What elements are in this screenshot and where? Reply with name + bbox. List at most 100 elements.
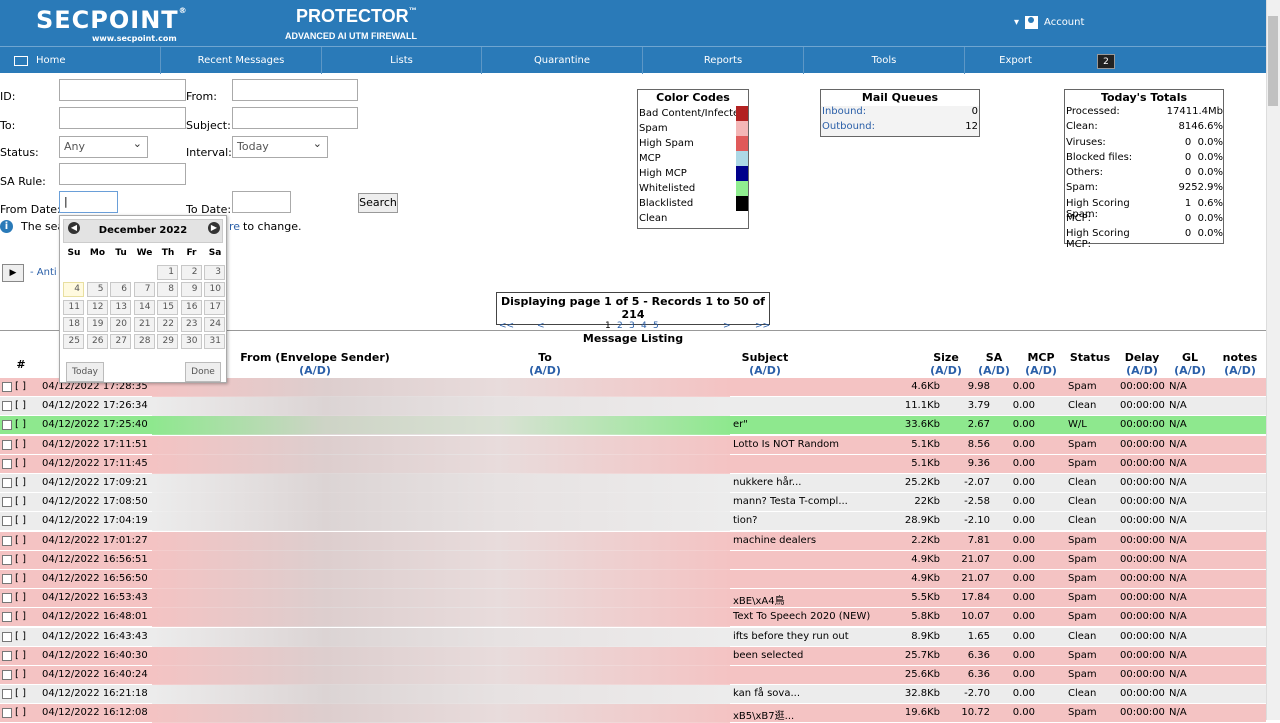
table-row[interactable]: [ ] 04/12/2022 17:28:35 4.6Kb 9.98 0.00 Spam 0… <box>0 378 1266 397</box>
subject-input[interactable] <box>232 107 358 129</box>
table-row[interactable]: [ ] 04/12/2022 16:43:43 ifts before they r… <box>0 627 1266 647</box>
prev-page-link[interactable]: < <box>537 321 545 331</box>
row-checkbox[interactable] <box>2 458 12 469</box>
next-month-icon[interactable]: ▶ <box>208 222 220 234</box>
row-checkbox[interactable] <box>2 439 12 450</box>
calendar-day[interactable]: 27 <box>110 334 131 350</box>
calendar-day[interactable]: 20 <box>110 316 131 332</box>
table-row[interactable]: [ ] 04/12/2022 17:08:50 mann? Testa T-comp… <box>0 493 1266 513</box>
scrollbar-thumb[interactable] <box>1268 16 1278 106</box>
calendar-day[interactable]: 12 <box>86 299 108 315</box>
row-checkbox[interactable] <box>2 708 12 719</box>
table-row[interactable]: [ ] 04/12/2022 16:53:43 xBE\xA4鳥 5.5Kb 17.84… <box>0 589 1266 609</box>
nav-export[interactable]: Export <box>999 55 1032 66</box>
calendar-day[interactable]: 6 <box>110 282 131 298</box>
calendar-day[interactable]: 11 <box>63 299 84 315</box>
col-header-sa[interactable]: SA (A/D) <box>978 351 1010 377</box>
row-checkbox[interactable] <box>2 401 12 412</box>
col-header-to[interactable]: To (A/D) <box>529 351 561 377</box>
nav-recent-messages[interactable]: Recent Messages <box>161 47 322 74</box>
status-select[interactable]: Any <box>59 136 148 158</box>
interval-select[interactable]: Today <box>232 136 328 158</box>
secpoint-logo[interactable]: SECPOINT® <box>36 6 188 34</box>
col-header-subject[interactable]: Subject (A/D) <box>741 351 789 377</box>
id-input[interactable] <box>59 79 186 101</box>
row-checkbox[interactable] <box>2 420 12 431</box>
row-checkbox[interactable] <box>2 535 12 546</box>
search-button[interactable]: Search <box>358 193 398 213</box>
calendar-day[interactable]: 26 <box>86 334 108 350</box>
calendar-day[interactable]: 21 <box>133 316 155 332</box>
from-date-input[interactable]: | <box>59 191 118 213</box>
table-row[interactable]: [ ] 04/12/2022 16:40:30 been selected 25.7K… <box>0 646 1266 666</box>
calendar-day[interactable]: 3 <box>204 265 225 280</box>
row-checkbox[interactable] <box>2 631 12 642</box>
page-link-4[interactable]: 4 <box>641 321 647 331</box>
table-row[interactable]: [ ] 04/12/2022 16:12:08 xB5\xB7逛... 19.6Kb 1… <box>0 704 1266 723</box>
calendar-done-button[interactable]: Done <box>185 362 221 382</box>
calendar-day[interactable]: 22 <box>157 316 178 332</box>
play-icon[interactable]: ▶ <box>2 264 24 282</box>
to-date-input[interactable] <box>232 191 291 213</box>
calendar-day[interactable]: 9 <box>180 282 202 298</box>
calendar-day[interactable]: 4 <box>63 282 84 298</box>
calendar-day[interactable]: 31 <box>204 334 225 350</box>
row-checkbox[interactable] <box>2 593 12 604</box>
from-input[interactable] <box>232 79 358 101</box>
page-link-5[interactable]: 5 <box>653 321 659 331</box>
table-row[interactable]: [ ] 04/12/2022 17:01:27 machine dealers 2.2… <box>0 531 1266 551</box>
calendar-day[interactable]: 30 <box>180 334 202 350</box>
first-page-link[interactable]: << <box>499 321 515 331</box>
table-row[interactable]: [ ] 04/12/2022 17:09:21 nukkere hår... 25.2… <box>0 474 1266 493</box>
table-row[interactable]: [ ] 04/12/2022 16:40:24 25.6Kb 6.36 0.00 Spam… <box>0 666 1266 685</box>
col-header-from[interactable]: From (Envelope Sender) (A/D) <box>240 351 390 377</box>
queue-outbound[interactable]: Outbound: 12 <box>821 121 979 136</box>
page-scrollbar[interactable] <box>1266 0 1280 720</box>
calendar-day[interactable]: 10 <box>204 282 225 298</box>
table-row[interactable]: [ ] 04/12/2022 17:04:19 tion? 28.9Kb -2.10 0.… <box>0 512 1266 532</box>
calendar-day[interactable]: 7 <box>133 282 155 298</box>
calendar-day[interactable]: 8 <box>157 282 178 298</box>
row-checkbox[interactable] <box>2 574 12 584</box>
row-checkbox[interactable] <box>2 689 12 700</box>
table-row[interactable]: [ ] 04/12/2022 17:11:51 Lotto Is NOT Rando… <box>0 435 1266 455</box>
last-page-link[interactable]: >> <box>755 321 771 331</box>
nav-quarantine[interactable]: Quarantine <box>482 47 643 74</box>
calendar-day[interactable]: 24 <box>204 316 225 332</box>
calendar-day[interactable]: 18 <box>63 316 84 332</box>
row-checkbox[interactable] <box>2 670 12 680</box>
calendar-day[interactable]: 5 <box>86 282 108 298</box>
table-row[interactable]: [ ] 04/12/2022 17:11:45 5.1Kb 9.36 0.00 Spam 0… <box>0 454 1266 474</box>
info-link[interactable]: re <box>229 220 241 233</box>
row-checkbox[interactable] <box>2 478 12 488</box>
calendar-day[interactable]: 23 <box>180 316 202 332</box>
nav-reports[interactable]: Reports <box>643 47 804 74</box>
col-header-notes[interactable]: notes (A/D) <box>1222 351 1258 377</box>
row-checkbox[interactable] <box>2 497 12 508</box>
page-link-1[interactable]: 1 <box>605 321 611 331</box>
row-checkbox[interactable] <box>2 382 12 392</box>
table-row[interactable]: [ ] 04/12/2022 16:56:50 4.9Kb 21.07 0.00 Spam… <box>0 570 1266 589</box>
table-row[interactable]: [ ] 04/12/2022 16:48:01 Text To Speech 202… <box>0 608 1266 628</box>
calendar-day[interactable]: 1 <box>157 265 178 280</box>
calendar-day[interactable]: 25 <box>63 334 84 350</box>
nav-home[interactable]: Home <box>0 47 161 74</box>
row-checkbox[interactable] <box>2 516 12 527</box>
sa-rule-input[interactable] <box>59 163 186 185</box>
calendar-day[interactable]: 17 <box>204 299 225 315</box>
calendar-day[interactable]: 15 <box>157 299 178 315</box>
calendar-today-button[interactable]: Today <box>66 362 104 382</box>
table-row[interactable]: [ ] 04/12/2022 16:56:51 4.9Kb 21.07 0.00 Spam… <box>0 550 1266 570</box>
nav-tools[interactable]: Tools <box>804 47 965 74</box>
col-header-delay[interactable]: Delay (A/D) <box>1124 351 1160 377</box>
calendar-day[interactable]: 16 <box>180 299 202 315</box>
queue-inbound[interactable]: Inbound: 0 <box>821 106 979 121</box>
row-checkbox[interactable] <box>2 612 12 623</box>
page-link-2[interactable]: 2 <box>617 321 623 331</box>
calendar-day[interactable]: 2 <box>180 265 202 280</box>
table-row[interactable]: [ ] 04/12/2022 17:26:34 11.1Kb 3.79 0.00 Clea… <box>0 397 1266 417</box>
notification-badge[interactable]: 2 <box>1097 54 1115 69</box>
table-row[interactable]: [ ] 04/12/2022 16:21:18 kan få sova... 32.8… <box>0 685 1266 705</box>
col-header-size[interactable]: Size (A/D) <box>930 351 962 377</box>
calendar-day[interactable]: 13 <box>110 299 131 315</box>
